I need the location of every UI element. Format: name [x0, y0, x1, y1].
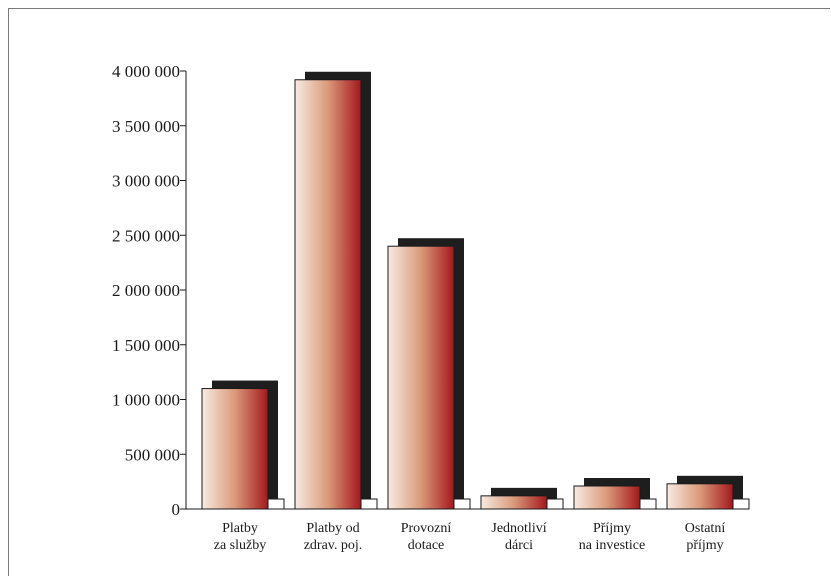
bar: [480, 495, 548, 510]
x-category-label-line: dotace: [408, 538, 445, 553]
x-category-label-line: Příjmy: [593, 521, 631, 536]
bar: [387, 245, 455, 510]
y-tick-label: 1 000 000: [112, 391, 180, 410]
bars: [201, 79, 734, 510]
bar: [294, 79, 362, 510]
x-axis: Platby za služby Platby od zdrav. poj. Provo…: [186, 508, 748, 553]
x-category-label: Jednotliví dárci: [491, 521, 546, 553]
x-category-label-line: Platby: [222, 521, 258, 536]
x-category-label: Platby od zdrav. poj.: [304, 521, 363, 553]
x-category-label: Provozní dotace: [401, 521, 452, 553]
y-tick-label: 0: [172, 500, 181, 519]
x-category-label: Ostatní příjmy: [685, 521, 726, 553]
x-category-label-line: Platby od: [306, 521, 359, 536]
x-category-label-line: Jednotliví: [491, 521, 546, 536]
bar: [666, 483, 734, 510]
y-tick-label: 1 500 000: [112, 336, 180, 355]
x-category-label: Platby za služby: [214, 521, 266, 553]
bar: [573, 485, 641, 510]
y-tick-label: 500 000: [125, 445, 180, 464]
x-category-label-line: za služby: [214, 538, 266, 553]
y-tick-label: 4 000 000: [112, 62, 180, 81]
x-category-label-line: Provozní: [401, 521, 452, 536]
x-category-label-line: zdrav. poj.: [304, 538, 363, 553]
x-category-label: Příjmy na investice: [579, 521, 645, 553]
x-category-label-line: na investice: [579, 538, 645, 553]
bar: [201, 388, 269, 510]
y-tick-label: 2 000 000: [112, 281, 180, 300]
chart-frame: [8, 8, 830, 576]
y-tick-label: 2 500 000: [112, 226, 180, 245]
x-category-label-line: příjmy: [686, 538, 723, 553]
y-tick-label: 3 500 000: [112, 117, 180, 136]
x-category-label-line: Ostatní: [685, 521, 726, 536]
y-axis: 0 500 000 1 000 000 1 500 000 2 000 000 2 500…: [112, 62, 187, 519]
x-category-label-line: dárci: [505, 538, 533, 553]
bar-shadows: [201, 71, 750, 510]
y-tick-label: 3 000 000: [112, 172, 180, 191]
bar-shadow: [491, 487, 557, 499]
